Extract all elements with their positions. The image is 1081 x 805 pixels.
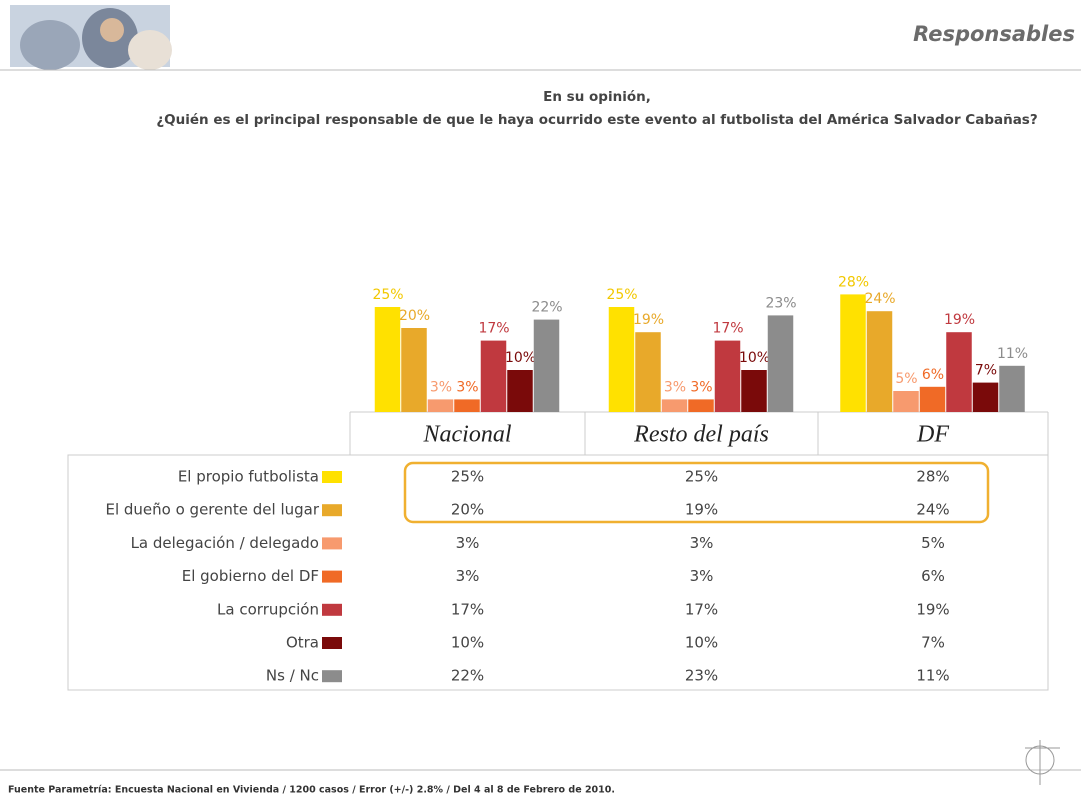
data-label: 7% xyxy=(975,363,997,379)
data-label: 19% xyxy=(944,312,975,328)
legend-swatch xyxy=(322,471,342,483)
category-label: Resto del país xyxy=(633,422,769,448)
table-cell: 6% xyxy=(921,567,945,585)
data-label: 25% xyxy=(372,287,403,303)
bar xyxy=(454,399,480,412)
data-label: 20% xyxy=(399,308,430,324)
category-label: Nacional xyxy=(423,422,512,448)
bar xyxy=(714,340,741,412)
table-cell: 22% xyxy=(451,667,484,685)
bar xyxy=(741,370,767,412)
bar xyxy=(999,365,1025,412)
legend-swatch xyxy=(322,670,342,683)
data-label: 23% xyxy=(765,295,796,311)
table-cell: 3% xyxy=(690,534,714,552)
legend-label: La corrupción xyxy=(217,600,319,618)
legend-label: Ns / Nc xyxy=(266,667,319,685)
data-label: 11% xyxy=(997,346,1028,362)
chart-title: En su opinión, xyxy=(543,89,651,105)
data-label: 28% xyxy=(838,274,869,290)
table-cell: 19% xyxy=(685,501,718,519)
bar xyxy=(374,307,401,412)
table-cell: 10% xyxy=(451,634,484,652)
table-cell: 11% xyxy=(916,667,949,685)
data-label: 17% xyxy=(478,321,509,337)
legend-swatch xyxy=(322,570,342,583)
footer-source: Fuente Parametría: Encuesta Nacional en … xyxy=(8,785,615,796)
data-label: 10% xyxy=(505,350,536,366)
legend-label: El dueño o gerente del lugar xyxy=(105,501,319,519)
chart-subtitle: ¿Quién es el principal responsable de qu… xyxy=(156,112,1037,128)
bar xyxy=(635,332,661,412)
table-cell: 25% xyxy=(451,468,484,486)
bar xyxy=(507,370,533,412)
highlight-box xyxy=(403,461,990,524)
bar xyxy=(480,340,507,412)
table-cell: 17% xyxy=(451,600,484,618)
legend-swatch xyxy=(322,603,342,616)
bar xyxy=(972,382,999,412)
data-label: 19% xyxy=(633,312,664,328)
legend-swatch xyxy=(322,537,342,550)
data-label: 6% xyxy=(922,367,944,383)
bar xyxy=(866,311,893,412)
header-title: Responsables xyxy=(913,22,1075,46)
header-photo xyxy=(10,5,172,70)
data-label: 5% xyxy=(895,371,917,387)
bar xyxy=(608,307,635,412)
table-cell: 25% xyxy=(685,468,718,486)
table-cell: 7% xyxy=(921,634,945,652)
table-cell: 3% xyxy=(456,567,480,585)
table-cell: 3% xyxy=(690,567,714,585)
table-cell: 28% xyxy=(916,468,949,486)
table-cell: 20% xyxy=(451,501,484,519)
data-label: 25% xyxy=(606,287,637,303)
legend-swatch xyxy=(322,637,342,649)
data-label: 3% xyxy=(690,379,712,395)
table-cell: 5% xyxy=(921,534,945,552)
table-cell: 3% xyxy=(456,534,480,552)
data-label: 3% xyxy=(430,379,452,395)
legend-label: La delegación / delegado xyxy=(131,534,319,552)
data-label: 17% xyxy=(712,321,743,337)
bar xyxy=(533,319,560,412)
table-cell: 10% xyxy=(685,634,718,652)
table-cell: 24% xyxy=(916,501,949,519)
bar xyxy=(767,315,794,412)
bar xyxy=(946,332,972,412)
table-cell: 23% xyxy=(685,667,718,685)
data-label: 22% xyxy=(531,300,562,316)
legend-label: El propio futbolista xyxy=(178,468,319,486)
data-label: 10% xyxy=(739,350,770,366)
legend-label: El gobierno del DF xyxy=(182,567,319,585)
logo xyxy=(1025,740,1060,785)
table-frame xyxy=(67,454,1049,691)
legend-swatch xyxy=(322,504,342,517)
table-cell: 19% xyxy=(916,600,949,618)
data-label: 3% xyxy=(456,379,478,395)
bar xyxy=(427,399,454,412)
category-label: DF xyxy=(916,422,949,448)
table-cell: 17% xyxy=(685,600,718,618)
bar xyxy=(893,391,919,412)
data-label: 3% xyxy=(664,379,686,395)
bar xyxy=(688,399,714,412)
bar xyxy=(840,294,866,412)
bar xyxy=(661,399,688,412)
bar xyxy=(919,386,946,412)
legend-label: Otra xyxy=(286,634,319,652)
data-label: 24% xyxy=(864,291,895,307)
bar xyxy=(401,328,427,412)
